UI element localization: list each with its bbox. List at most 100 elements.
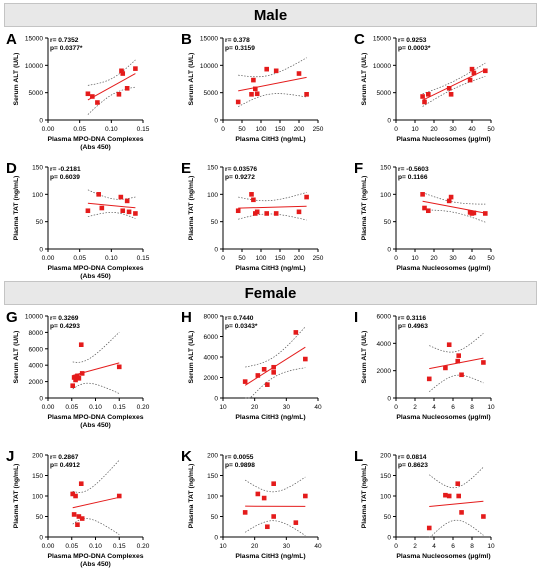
- x-tick-label: 0.10: [105, 255, 118, 262]
- y-tick-label: 50: [211, 219, 219, 226]
- y-tick-label: 100: [207, 192, 218, 199]
- y-axis-label: Serum ALT (U/L): [13, 331, 20, 384]
- data-point: [116, 493, 122, 499]
- x-tick-label: 0: [394, 126, 398, 133]
- x-axis-label: Plasma Nucleosomes (µg/ml): [396, 265, 490, 272]
- data-point: [420, 192, 425, 197]
- regression-line: [238, 205, 307, 209]
- x-tick-label: 20: [251, 543, 259, 550]
- stat-r: r= 0.3269: [50, 315, 79, 322]
- data-point: [422, 205, 427, 211]
- y-tick-label: 4000: [204, 355, 219, 362]
- y-tick-label: 50: [384, 219, 392, 226]
- data-point: [116, 364, 122, 370]
- regression-line: [87, 73, 136, 101]
- x-axis-label: Plasma Nucleosomes (µg/ml): [396, 136, 490, 143]
- y-tick-label: 0: [39, 396, 43, 403]
- x-tick-label: 8: [470, 404, 474, 411]
- y-tick-label: 15000: [373, 36, 391, 43]
- data-point: [96, 192, 101, 197]
- x-tick-label: 30: [283, 543, 291, 550]
- y-tick-label: 0: [39, 535, 43, 542]
- confidence-band-upper: [422, 192, 486, 205]
- data-point: [271, 364, 276, 370]
- data-point: [90, 94, 95, 99]
- y-axis-label: Serum ALT (U/L): [188, 53, 195, 106]
- confidence-band-upper: [429, 466, 484, 489]
- y-tick-label: 0: [387, 396, 391, 403]
- data-point: [249, 192, 254, 197]
- stat-p: p= 0.0003*: [398, 45, 431, 52]
- y-tick-label: 5000: [377, 90, 392, 97]
- stat-r: r= 0.9253: [398, 37, 427, 44]
- data-point: [303, 493, 308, 499]
- x-tick-label: 6: [451, 543, 455, 550]
- y-tick-label: 4000: [29, 363, 44, 370]
- x-tick-label: 0: [221, 126, 225, 133]
- stat-p: p= 0.4963: [398, 323, 428, 330]
- y-axis-label: Serum ALT (U/L): [361, 331, 368, 384]
- y-tick-label: 50: [384, 514, 392, 521]
- y-tick-label: 10000: [25, 63, 43, 70]
- data-point: [242, 510, 248, 515]
- confidence-band-lower: [72, 382, 120, 394]
- data-point: [253, 86, 258, 92]
- data-point: [124, 85, 130, 91]
- panel-letter-g: G: [6, 309, 18, 326]
- x-axis-label: Plasma CitH3 (ng/mL): [235, 553, 305, 560]
- data-point: [85, 91, 91, 97]
- data-point: [235, 99, 241, 105]
- chart-panel-k: 0 50 100 150 200 10 20 30 40 Plasma CitH3 (ng/mL)…: [188, 453, 322, 561]
- chart-panel-b: 0 5000 10000 15000 0 50 100 150 200 250 Plasma Cit…: [188, 36, 324, 144]
- x-tick-label: 10: [487, 543, 495, 550]
- confidence-band-upper: [244, 476, 306, 493]
- data-point: [271, 481, 276, 486]
- data-point: [446, 198, 452, 204]
- x-axis-label: Plasma MPO-DNA Complexes: [47, 553, 143, 560]
- data-point: [426, 525, 432, 531]
- y-axis-label: Plasma TAT (ng/mL): [361, 176, 368, 241]
- data-point: [255, 491, 261, 497]
- x-axis-label: Plasma MPO-DNA Complexes: [47, 136, 143, 143]
- confidence-band-lower: [429, 519, 484, 538]
- x-tick-label: 150: [275, 255, 286, 262]
- y-tick-label: 2000: [204, 375, 219, 382]
- x-tick-label: 2: [413, 543, 417, 550]
- chart-panel-a: 0 5000 10000 15000 0.00 0.05 0.10 0.15 Plasma MP…: [13, 36, 150, 152]
- data-point: [265, 524, 270, 530]
- data-point: [124, 198, 130, 204]
- data-point: [118, 194, 124, 200]
- y-axis-label: Plasma TAT (ng/mL): [13, 464, 20, 529]
- x-tick-label: 10: [219, 543, 227, 550]
- data-point: [76, 514, 82, 519]
- data-point: [471, 210, 477, 216]
- y-tick-label: 6000: [29, 346, 44, 353]
- confidence-band-upper: [422, 62, 486, 95]
- x-tick-label: 100: [256, 255, 267, 262]
- confidence-band-lower: [87, 86, 136, 115]
- x-axis-label: Plasma CitH3 (ng/mL): [235, 414, 305, 421]
- y-tick-label: 100: [380, 192, 391, 199]
- regression-line: [238, 76, 307, 92]
- x-tick-label: 250: [313, 126, 324, 133]
- x-tick-label: 30: [283, 404, 291, 411]
- y-tick-label: 150: [380, 165, 391, 172]
- x-tick-label: 0.00: [42, 404, 55, 411]
- chart-panel-j: 0 50 100 150 200 0.00 0.05 0.10 0.15 0.20 Plasma M…: [13, 453, 150, 569]
- chart-panel-e: 0 50 100 150 0 50 100 150 200 250 Plasma CitH3 (ng…: [188, 165, 324, 273]
- confidence-band-upper: [238, 57, 307, 78]
- x-axis-label: (Abs 450): [80, 561, 111, 568]
- y-axis-label: Serum ALT (U/L): [361, 53, 368, 106]
- x-tick-label: 250: [313, 255, 324, 262]
- data-point: [235, 208, 241, 214]
- data-point: [251, 77, 256, 83]
- y-tick-label: 8000: [29, 330, 44, 337]
- x-tick-label: 0.20: [137, 404, 150, 411]
- x-tick-label: 4: [432, 543, 436, 550]
- y-tick-label: 100: [32, 494, 43, 501]
- y-tick-label: 100: [380, 494, 391, 501]
- data-point: [426, 376, 432, 382]
- data-point: [456, 353, 461, 358]
- stat-r: r= 0.03576: [225, 166, 257, 173]
- stat-r: r= 0.7352: [50, 37, 79, 44]
